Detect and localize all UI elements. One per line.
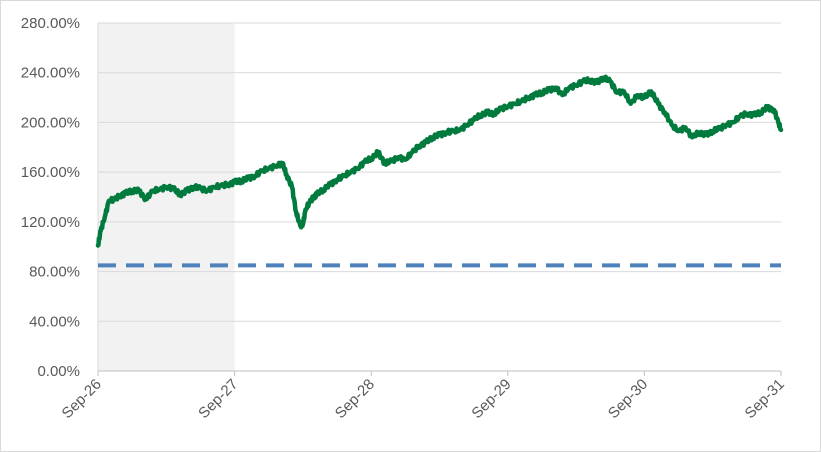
- x-tick-label: Sep-31: [742, 376, 788, 422]
- x-tick-label: Sep-28: [332, 376, 378, 422]
- x-axis-ticks: Sep-26 Sep-27 Sep-28 Sep-29 Sep-30 Sep-31: [59, 371, 788, 422]
- x-tick-label: Sep-26: [59, 376, 105, 422]
- y-tick-label: 200.00%: [21, 114, 80, 131]
- y-tick-label: 0.00%: [37, 363, 80, 380]
- y-tick-label: 120.00%: [21, 214, 80, 231]
- y-tick-label: 40.00%: [29, 313, 80, 330]
- y-tick-label: 280.00%: [21, 15, 80, 32]
- series-layer: [95, 74, 784, 268]
- x-tick-label: Sep-30: [605, 376, 651, 422]
- y-axis-ticks: 0.00% 40.00% 80.00% 120.00% 160.00% 200.00% 24…: [21, 15, 80, 380]
- y-tick-label: 240.00%: [21, 65, 80, 82]
- x-tick-label: Sep-29: [468, 376, 514, 422]
- y-tick-label: 80.00%: [29, 264, 80, 281]
- y-tick-label: 160.00%: [21, 164, 80, 181]
- gridlines: [97, 22, 781, 372]
- series-line-solid: [95, 74, 784, 248]
- x-tick-label: Sep-27: [195, 376, 241, 422]
